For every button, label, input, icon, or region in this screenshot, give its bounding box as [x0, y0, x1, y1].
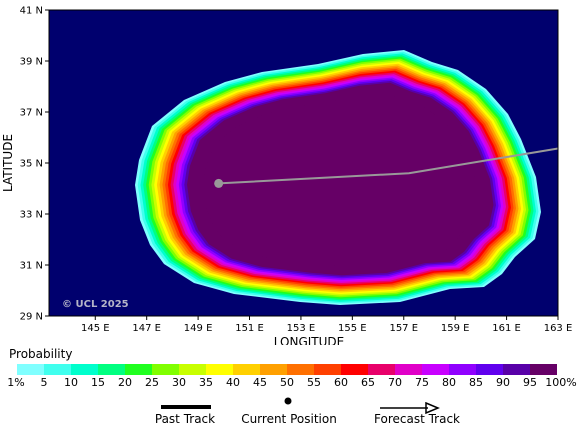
longitude-tick-label: 145 E [81, 323, 110, 334]
legend-swatch [206, 364, 233, 375]
legend-swatch [368, 364, 395, 375]
legend-label: 30 [172, 376, 186, 389]
legend-swatch [449, 364, 476, 375]
legend-label: 90 [496, 376, 510, 389]
latitude-tick-label: 41 N [20, 6, 43, 17]
legend-label: 1% [7, 376, 25, 389]
legend-swatch [530, 364, 557, 375]
legend-swatch [125, 364, 152, 375]
latitude-tick-label: 35 N [20, 159, 43, 170]
legend-swatch [314, 364, 341, 375]
current-position-dot-icon [284, 397, 292, 405]
legend-swatch [287, 364, 314, 375]
forecast-track-line [218, 147, 558, 185]
legend-swatch [341, 364, 368, 375]
current-position-label: Current Position [241, 412, 337, 426]
probability-scale-labels: 1% 5 10 15 20 25 30 35 40 45 50 55 60 65 70 75 80 85 90 95 1… [0, 376, 580, 390]
longitude-tick-label: 155 E [338, 323, 367, 334]
latitude-tick-label: 31 N [20, 261, 43, 272]
forecast-track-label: Forecast Track [374, 412, 460, 426]
latitude-tick-label: 39 N [20, 57, 43, 68]
legend-label: 60 [334, 376, 348, 389]
past-track-label: Past Track [154, 412, 216, 426]
legend-label: 75 [415, 376, 429, 389]
legend-label: 95 [523, 376, 537, 389]
longitude-tick-label: 147 E [132, 323, 161, 334]
legend-swatch [233, 364, 260, 375]
probability-map: © UCL 2025 41 N39 N37 N35 N33 N31 N29 N … [1, 6, 573, 346]
legend-label: 10 [64, 376, 78, 389]
legend-label: 85 [469, 376, 483, 389]
latitude-tick-label: 29 N [20, 312, 43, 323]
legend-label: 45 [253, 376, 267, 389]
legend-swatch [44, 364, 71, 375]
legend-label: 25 [145, 376, 159, 389]
legend-swatch [476, 364, 503, 375]
legend-label: 70 [388, 376, 402, 389]
latitude-tick-label: 37 N [20, 108, 43, 119]
legend-swatch [422, 364, 449, 375]
probability-core [202, 92, 479, 267]
longitude-tick-label: 153 E [287, 323, 316, 334]
legend-title: Probability [9, 347, 73, 361]
legend-swatch [71, 364, 98, 375]
legend-swatch [152, 364, 179, 375]
legend-label: 100% [545, 376, 577, 389]
longitude-tick-label: 159 E [441, 323, 470, 334]
latitude-tick-label: 33 N [20, 210, 43, 221]
longitude-tick-label: 149 E [184, 323, 213, 334]
forecast-track-key: Forecast Track [370, 402, 480, 428]
legend-label: 55 [307, 376, 321, 389]
legend-label: 65 [361, 376, 375, 389]
longitude-tick-label: 157 E [389, 323, 418, 334]
legend-swatch [179, 364, 206, 375]
legend-swatch [503, 364, 530, 375]
legend-label: 40 [226, 376, 240, 389]
legend-label: 35 [199, 376, 213, 389]
current-position-key: Current Position [230, 397, 350, 428]
longitude-axis-title: LONGITUDE [274, 335, 344, 345]
longitude-tick-label: 163 E [544, 323, 573, 334]
legend-swatch [260, 364, 287, 375]
current-position-marker [214, 178, 224, 188]
legend-swatch [395, 364, 422, 375]
longitude-tick-label: 161 E [492, 323, 521, 334]
legend-label: 15 [91, 376, 105, 389]
arrow-head-icon [425, 402, 440, 414]
legend-label: 5 [40, 376, 48, 389]
legend-label: 80 [442, 376, 456, 389]
legend-swatch [17, 364, 44, 375]
probability-color-bar [17, 364, 557, 375]
probability-contours [135, 50, 541, 305]
legend-label: 20 [118, 376, 132, 389]
latitude-axis-title: LATITUDE [1, 134, 15, 192]
past-track-key: Past Track [140, 402, 240, 428]
watermark: © UCL 2025 [62, 299, 129, 310]
longitude-tick-label: 151 E [235, 323, 264, 334]
legend-label: 50 [280, 376, 294, 389]
legend-swatch [98, 364, 125, 375]
